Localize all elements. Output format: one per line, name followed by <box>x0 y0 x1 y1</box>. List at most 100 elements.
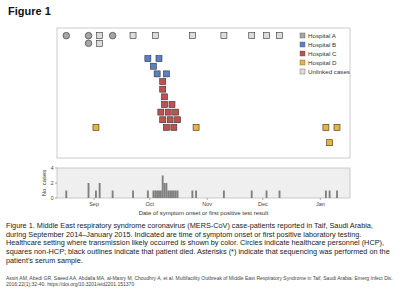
y-axis-label: No. cases <box>41 170 47 197</box>
legend-label: Hospital D <box>308 59 337 66</box>
case-marker <box>152 33 158 39</box>
y-tick-label: 4 <box>51 165 54 171</box>
y-tick <box>55 183 57 184</box>
bar <box>65 191 67 199</box>
bar <box>162 176 164 199</box>
x-tick <box>262 198 263 200</box>
case-marker <box>130 33 136 39</box>
bar <box>171 191 173 199</box>
x-tick-label: Jan <box>316 201 325 207</box>
bar <box>195 191 197 199</box>
bars <box>65 176 338 199</box>
y-tick-label: 0 <box>51 195 54 201</box>
x-tick-label: Sep <box>89 201 99 207</box>
legend-label: Hospital A <box>308 32 337 39</box>
bar <box>95 191 97 199</box>
figure-title: Figure 1 <box>8 5 51 17</box>
case-marker <box>162 101 168 107</box>
x-tick <box>207 198 208 200</box>
x-tick-label: Dec <box>258 201 268 207</box>
case-marker <box>63 32 70 39</box>
case-marker <box>249 33 255 39</box>
y-tick <box>55 198 57 199</box>
citation: Assiri AM, Abedi GR, Saeed AA, Abdalla M… <box>6 275 394 287</box>
case-marker <box>334 124 340 130</box>
legend-swatch <box>300 60 305 65</box>
case-marker <box>93 124 99 130</box>
legend-swatch <box>300 69 305 74</box>
bar <box>223 191 225 199</box>
bar <box>175 191 177 199</box>
legend-label: Unlinked cases <box>308 68 350 75</box>
case-marker <box>160 117 166 123</box>
case-marker <box>162 94 168 100</box>
bar <box>169 191 171 199</box>
bar <box>167 191 169 199</box>
x-axis-label: Date of symptom onset or first positive … <box>139 210 269 216</box>
case-marker <box>145 56 151 62</box>
case-marker <box>97 33 103 39</box>
bar <box>164 183 166 198</box>
case-marker <box>160 86 166 92</box>
bar <box>88 183 90 198</box>
case-marker <box>160 79 166 85</box>
y-tick-label: 2 <box>51 180 54 186</box>
bar <box>156 191 158 199</box>
bar <box>154 191 156 199</box>
bar <box>329 191 331 199</box>
case-marker <box>97 40 103 46</box>
bar <box>112 191 114 199</box>
case-marker <box>327 140 333 146</box>
bar <box>99 183 101 198</box>
bar <box>325 191 327 199</box>
case-marker <box>193 124 199 130</box>
bar <box>336 191 338 199</box>
case-marker <box>85 40 92 47</box>
case-marker <box>163 71 169 77</box>
case-marker <box>169 101 175 107</box>
marks <box>63 32 340 145</box>
plot-frame <box>57 28 350 158</box>
bar <box>147 191 149 199</box>
legend-label: Hospital C <box>308 50 337 57</box>
legend-swatch <box>300 42 305 47</box>
case-marker <box>154 71 160 77</box>
case-marker <box>163 124 169 130</box>
bar <box>153 191 155 199</box>
x-tick <box>149 198 150 200</box>
bar <box>177 191 179 199</box>
caption: Figure 1. Middle East respiratory syndro… <box>6 222 394 266</box>
case-marker <box>221 33 227 39</box>
case-marker <box>85 32 92 39</box>
case-marker <box>165 109 171 115</box>
x-tick <box>320 198 321 200</box>
bar <box>165 183 167 198</box>
bar <box>158 191 160 199</box>
figure: Figure 1Hospital AHospital BHospital CHo… <box>0 0 400 300</box>
hist-frame <box>57 168 350 198</box>
case-marker <box>171 124 177 130</box>
legend-swatch <box>300 33 305 38</box>
x-tick <box>94 198 95 200</box>
x-tick-label: Oct <box>145 201 154 207</box>
bar <box>132 191 134 199</box>
case-marker <box>264 33 270 39</box>
bar <box>251 191 253 199</box>
legend-swatch <box>300 51 305 56</box>
case-marker <box>156 56 162 62</box>
case-marker <box>158 109 164 115</box>
case-marker <box>277 33 283 39</box>
case-marker <box>173 109 179 115</box>
legend: Hospital A Hospital B Hospital C Hospital D… <box>300 32 350 75</box>
case-marker <box>323 124 329 130</box>
case-marker <box>109 32 116 39</box>
bar <box>266 191 268 199</box>
y-tick <box>55 168 57 169</box>
legend-label: Hospital B <box>308 41 336 48</box>
bar <box>279 191 281 199</box>
case-marker <box>167 117 173 123</box>
bar <box>160 191 162 199</box>
case-marker <box>175 117 181 123</box>
case-marker <box>189 33 195 39</box>
bar <box>191 191 193 199</box>
